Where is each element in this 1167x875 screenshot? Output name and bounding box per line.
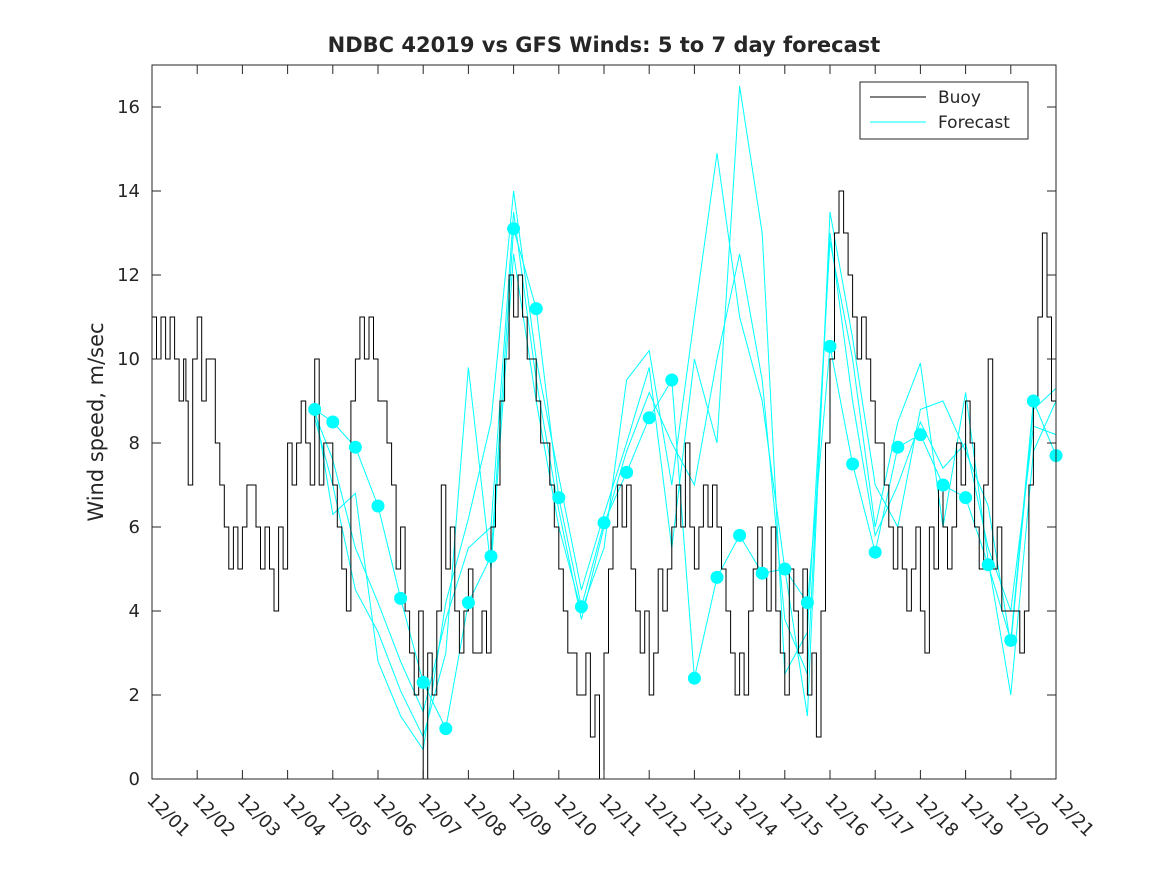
forecast-point [891, 440, 905, 454]
x-tick-label: 12/07 [414, 790, 466, 842]
x-tick-label: 12/02 [188, 790, 240, 842]
x-tick-label: 12/20 [1001, 790, 1053, 842]
forecast-point [981, 558, 995, 572]
buoy-line [152, 190, 1057, 780]
forecast-point [846, 457, 860, 471]
x-tick-label: 12/06 [368, 790, 420, 842]
forecast-point [574, 600, 588, 614]
forecast-point [529, 302, 543, 316]
x-tick-label: 12/10 [549, 790, 601, 842]
y-tick-label: 4 [129, 601, 140, 622]
forecast-point [913, 428, 927, 442]
y-tick-label: 8 [129, 433, 140, 454]
forecast-point [416, 675, 430, 689]
forecast-point [710, 570, 724, 584]
y-tick-label: 2 [129, 685, 140, 706]
forecast-point [665, 373, 679, 387]
forecast-point [507, 222, 521, 236]
x-tick-label: 12/17 [866, 790, 918, 842]
x-tick-label: 12/21 [1046, 790, 1098, 842]
forecast-point [936, 478, 950, 492]
x-tick-label: 12/19 [956, 790, 1008, 842]
y-tick-label: 16 [117, 97, 140, 118]
forecast-point [800, 596, 814, 610]
y-tick-label: 10 [117, 349, 140, 370]
x-tick-label: 12/12 [640, 790, 692, 842]
legend-forecast-label: Forecast [938, 113, 1010, 133]
x-tick-label: 12/16 [820, 790, 872, 842]
x-tick-label: 12/14 [730, 790, 782, 842]
forecast-line-4 [314, 211, 1057, 714]
forecast-point [308, 402, 322, 416]
forecast-point [1026, 394, 1040, 408]
x-tick-label: 12/05 [323, 790, 375, 842]
x-tick-label: 12/08 [459, 790, 511, 842]
x-tick-label: 12/15 [775, 790, 827, 842]
x-tick-label: 12/03 [233, 790, 285, 842]
forecast-line-1 [314, 228, 1057, 731]
forecast-point [394, 591, 408, 605]
forecast-point [371, 499, 385, 513]
x-tick-label: 12/04 [278, 790, 330, 842]
forecast-point [597, 516, 611, 530]
chart-title: NDBC 42019 vs GFS Winds: 5 to 7 day fore… [328, 33, 881, 57]
forecast-point [484, 549, 498, 563]
forecast-point [687, 671, 701, 685]
forecast-point [620, 465, 634, 479]
y-tick-label: 12 [117, 265, 140, 286]
forecast-point [552, 491, 566, 505]
forecast-point [348, 440, 362, 454]
forecast-point [439, 722, 453, 736]
series-layer [152, 85, 1063, 780]
x-tick-label: 12/01 [142, 790, 194, 842]
forecast-point [823, 339, 837, 353]
forecast-point [755, 566, 769, 580]
legend-box [859, 81, 1029, 140]
x-tick-label: 12/11 [594, 790, 646, 842]
forecast-point [642, 411, 656, 425]
forecast-point [868, 545, 882, 559]
y-axis-label: Wind speed, m/sec [84, 322, 108, 521]
x-tick-label: 12/18 [911, 790, 963, 842]
legend-buoy-label: Buoy [938, 88, 981, 108]
x-tick-label: 12/09 [504, 790, 556, 842]
forecast-point [326, 415, 340, 429]
forecast-point [461, 596, 475, 610]
forecast-point [959, 491, 973, 505]
forecast-point [733, 528, 747, 542]
y-tick-label: 6 [129, 517, 140, 538]
y-tick-label: 14 [117, 181, 140, 202]
y-tick-label: 0 [129, 769, 140, 790]
forecast-point [1004, 633, 1018, 647]
legend: Buoy Forecast [859, 81, 1029, 140]
forecast-point [778, 562, 792, 576]
x-tick-label: 12/13 [685, 790, 737, 842]
